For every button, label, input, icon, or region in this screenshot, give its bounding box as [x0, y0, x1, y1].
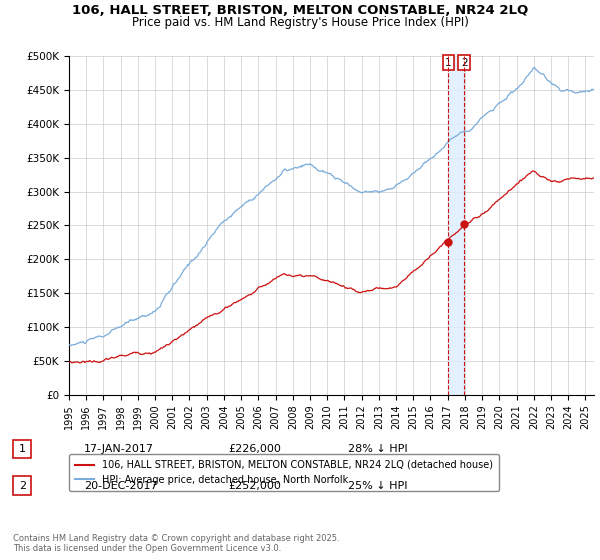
Bar	[448, 56, 464, 395]
Text: 17-JAN-2017: 17-JAN-2017	[84, 444, 154, 454]
Text: 1: 1	[445, 58, 452, 68]
Text: 2: 2	[19, 480, 26, 491]
Text: 28% ↓ HPI: 28% ↓ HPI	[348, 444, 407, 454]
Text: 1: 1	[19, 444, 26, 454]
Text: Price paid vs. HM Land Registry's House Price Index (HPI): Price paid vs. HM Land Registry's House …	[131, 16, 469, 29]
Text: 2: 2	[461, 58, 467, 68]
Text: £226,000: £226,000	[228, 444, 281, 454]
Text: Contains HM Land Registry data © Crown copyright and database right 2025.
This d: Contains HM Land Registry data © Crown c…	[13, 534, 340, 553]
Legend: 106, HALL STREET, BRISTON, MELTON CONSTABLE, NR24 2LQ (detached house), HPI: Ave: 106, HALL STREET, BRISTON, MELTON CONSTA…	[69, 454, 499, 491]
Text: £252,000: £252,000	[228, 480, 281, 491]
Text: 20-DEC-2017: 20-DEC-2017	[84, 480, 158, 491]
Text: 25% ↓ HPI: 25% ↓ HPI	[348, 480, 407, 491]
Text: 106, HALL STREET, BRISTON, MELTON CONSTABLE, NR24 2LQ: 106, HALL STREET, BRISTON, MELTON CONSTA…	[72, 4, 528, 17]
